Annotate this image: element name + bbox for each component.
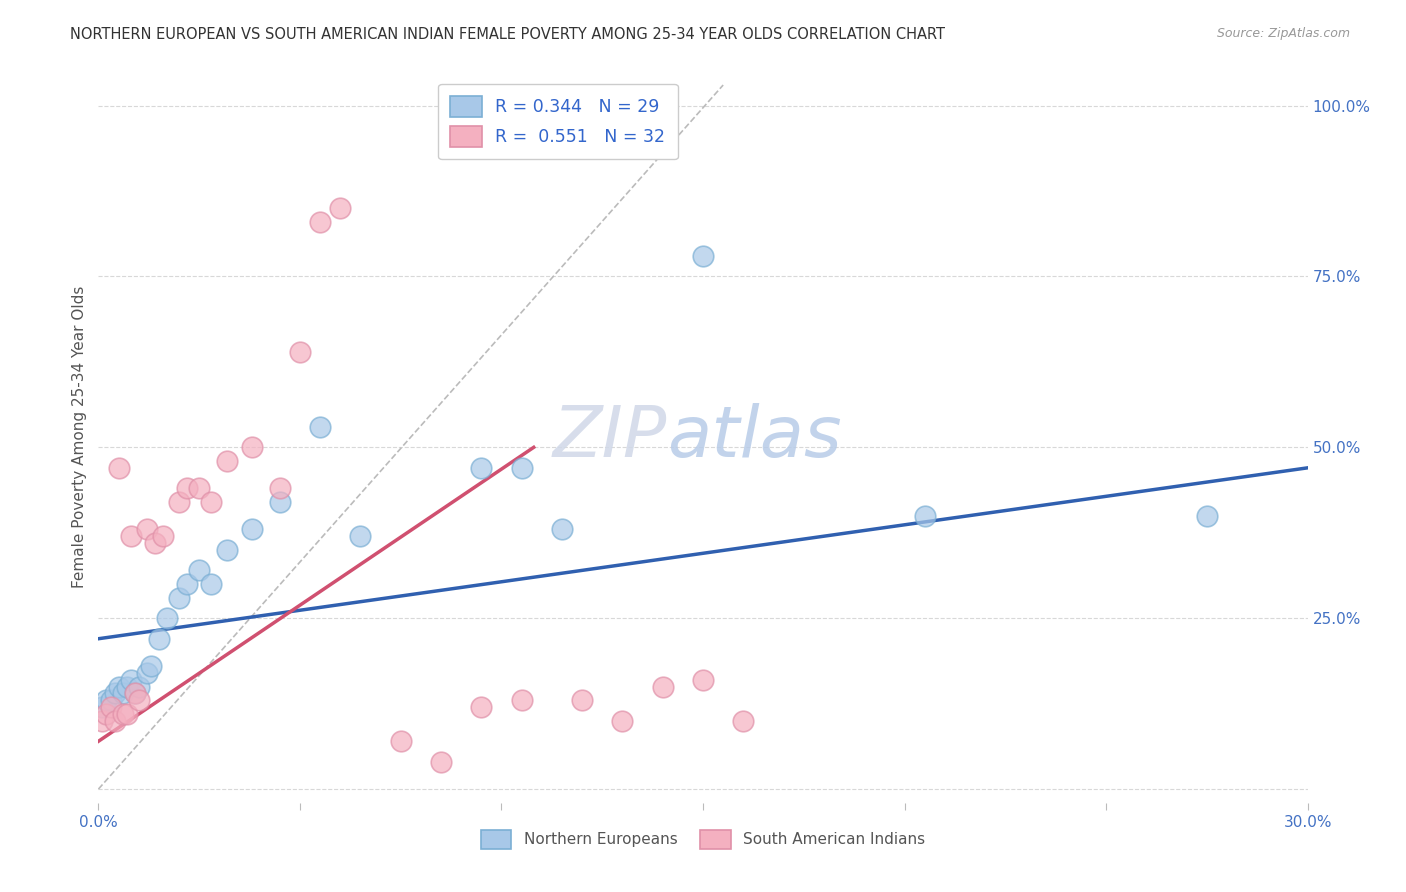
Point bbox=[269, 481, 291, 495]
Point bbox=[107, 680, 129, 694]
Point bbox=[309, 215, 332, 229]
Point bbox=[217, 542, 239, 557]
Point bbox=[430, 755, 453, 769]
Point bbox=[139, 659, 162, 673]
Point bbox=[349, 529, 371, 543]
Point bbox=[100, 700, 122, 714]
Point bbox=[733, 714, 755, 728]
Point bbox=[156, 611, 179, 625]
Text: NORTHERN EUROPEAN VS SOUTH AMERICAN INDIAN FEMALE POVERTY AMONG 25-34 YEAR OLDS : NORTHERN EUROPEAN VS SOUTH AMERICAN INDI… bbox=[70, 27, 945, 42]
Point bbox=[651, 680, 673, 694]
Point bbox=[288, 344, 311, 359]
Point bbox=[103, 686, 125, 700]
Point bbox=[120, 673, 142, 687]
Point bbox=[115, 706, 138, 721]
Point bbox=[128, 693, 150, 707]
Point bbox=[124, 686, 146, 700]
Point bbox=[124, 686, 146, 700]
Point bbox=[111, 706, 134, 721]
Point bbox=[240, 440, 263, 454]
Text: ZIP: ZIP bbox=[553, 402, 666, 472]
Text: atlas: atlas bbox=[666, 402, 841, 472]
Point bbox=[91, 714, 114, 728]
Point bbox=[167, 495, 190, 509]
Point bbox=[692, 673, 714, 687]
Point bbox=[188, 563, 211, 577]
Point bbox=[217, 454, 239, 468]
Y-axis label: Female Poverty Among 25-34 Year Olds: Female Poverty Among 25-34 Year Olds bbox=[72, 286, 87, 588]
Point bbox=[1195, 508, 1218, 523]
Point bbox=[148, 632, 170, 646]
Point bbox=[200, 495, 222, 509]
Point bbox=[470, 460, 492, 475]
Point bbox=[103, 714, 125, 728]
Point bbox=[135, 522, 157, 536]
Point bbox=[107, 460, 129, 475]
Point bbox=[612, 714, 634, 728]
Point bbox=[176, 481, 198, 495]
Text: Source: ZipAtlas.com: Source: ZipAtlas.com bbox=[1216, 27, 1350, 40]
Point bbox=[167, 591, 190, 605]
Point bbox=[96, 693, 118, 707]
Legend: Northern Europeans, South American Indians: Northern Europeans, South American India… bbox=[468, 818, 938, 861]
Point bbox=[176, 577, 198, 591]
Point bbox=[91, 700, 114, 714]
Point bbox=[143, 536, 166, 550]
Point bbox=[96, 706, 118, 721]
Point bbox=[389, 734, 412, 748]
Point bbox=[571, 693, 593, 707]
Point bbox=[309, 420, 332, 434]
Point bbox=[100, 693, 122, 707]
Point bbox=[240, 522, 263, 536]
Point bbox=[470, 700, 492, 714]
Point bbox=[128, 680, 150, 694]
Point bbox=[120, 529, 142, 543]
Point bbox=[329, 201, 352, 215]
Point bbox=[111, 686, 134, 700]
Point bbox=[692, 249, 714, 263]
Point bbox=[188, 481, 211, 495]
Point bbox=[152, 529, 174, 543]
Point bbox=[269, 495, 291, 509]
Point bbox=[551, 522, 574, 536]
Point bbox=[510, 460, 533, 475]
Point bbox=[135, 665, 157, 680]
Point bbox=[200, 577, 222, 591]
Point bbox=[914, 508, 936, 523]
Point bbox=[510, 693, 533, 707]
Point bbox=[115, 680, 138, 694]
